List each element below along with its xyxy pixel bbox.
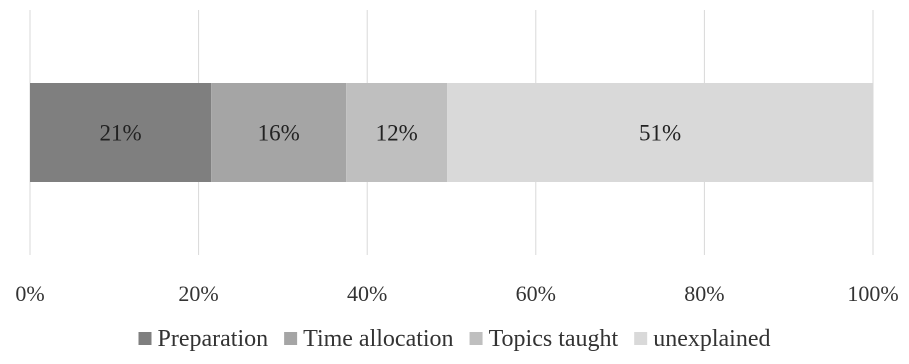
bar-segment-preparation [30,83,212,182]
x-axis-tick-labels: 0% 20% 40% 60% 80% 100% [15,281,898,306]
x-tick-label-3: 60% [516,281,556,306]
legend-swatch-1 [284,332,298,345]
legend-label-0: Preparation [158,326,269,352]
data-labels: 21% 16% 12% 51% [100,121,682,146]
x-tick-label-5: 100% [847,281,898,306]
bar-segment-unexplained [447,83,873,182]
bar-segment-topics-taught [346,83,448,182]
data-label-2: 12% [376,121,418,146]
x-tick-label-1: 20% [178,281,218,306]
legend-item-preparation: Preparation [138,326,269,352]
bar-segments [30,83,873,182]
legend-swatch-3 [634,332,648,345]
x-tick-label-2: 40% [347,281,387,306]
x-tick-label-4: 80% [684,281,724,306]
legend-item-topics-taught: Topics taught [469,326,619,352]
data-label-0: 21% [100,121,142,146]
legend-swatch-0 [138,332,152,345]
x-tick-label-0: 0% [15,281,44,306]
legend-label-1: Time allocation [303,326,453,352]
legend: Preparation Time allocation Topics taught u… [138,326,771,352]
data-label-3: 51% [639,121,681,146]
legend-label-2: Topics taught [489,326,619,352]
data-label-1: 16% [258,121,300,146]
legend-label-3: unexplained [653,326,770,352]
legend-swatch-2 [469,332,483,345]
legend-item-unexplained: unexplained [634,326,771,352]
bar-segment-time-allocation [211,83,347,182]
legend-item-time-allocation: Time allocation [284,326,454,352]
